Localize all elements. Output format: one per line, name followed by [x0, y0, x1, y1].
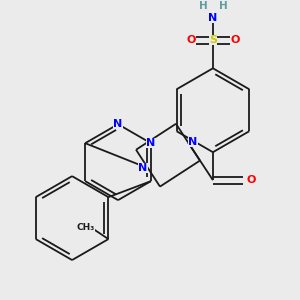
- Text: O: O: [230, 35, 240, 45]
- Text: S: S: [209, 35, 217, 45]
- Text: H: H: [218, 2, 227, 11]
- Text: N: N: [208, 14, 218, 23]
- Text: N: N: [138, 163, 148, 173]
- Text: O: O: [246, 175, 256, 185]
- Text: CH₃: CH₃: [76, 223, 94, 232]
- Text: O: O: [186, 35, 196, 45]
- Text: N: N: [113, 119, 123, 129]
- Text: H: H: [199, 2, 207, 11]
- Text: N: N: [188, 137, 198, 147]
- Text: N: N: [146, 138, 155, 148]
